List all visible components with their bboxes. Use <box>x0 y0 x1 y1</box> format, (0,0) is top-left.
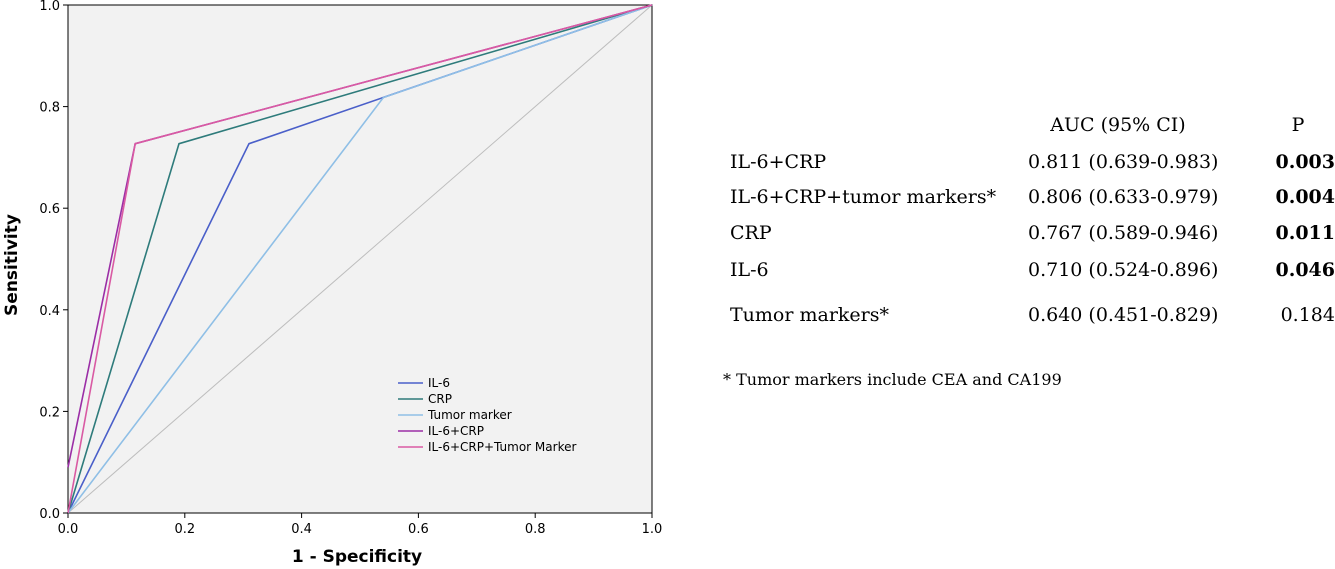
row-label: IL-6+CRP <box>730 151 827 173</box>
header-auc: AUC (95% CI) <box>1050 114 1186 136</box>
row-label: CRP <box>730 222 772 244</box>
row-auc: 0.806 (0.633-0.979) <box>1028 186 1219 208</box>
x-tick-label: 0.4 <box>291 522 312 537</box>
y-tick-label: 1.0 <box>39 0 60 14</box>
table-row: CRP 0.767 (0.589-0.946) 0.011 <box>728 222 1335 246</box>
x-tick-label: 0.2 <box>174 522 195 537</box>
y-tick-label: 0.8 <box>39 101 60 116</box>
legend-label: CRP <box>428 392 452 406</box>
row-p: 0.003 <box>1275 151 1335 173</box>
table-row: IL-6 0.710 (0.524-0.896) 0.046 <box>728 259 1335 283</box>
table-row: IL-6+CRP 0.811 (0.639-0.983) 0.003 <box>728 151 1335 175</box>
legend-label: IL-6+CRP <box>428 424 484 438</box>
row-auc: 0.710 (0.524-0.896) <box>1028 259 1219 281</box>
y-axis-ticks: 0.0 0.2 0.4 0.6 0.8 1.0 <box>39 0 68 522</box>
row-label: Tumor markers* <box>730 304 890 326</box>
series-line-4 <box>67 4 653 514</box>
legend-label: IL-6 <box>428 376 450 390</box>
y-tick-label: 0.6 <box>39 202 60 217</box>
row-p: 0.184 <box>1280 304 1335 326</box>
row-auc: 0.640 (0.451-0.829) <box>1028 304 1219 326</box>
row-label: IL-6+CRP+tumor markers* <box>730 186 997 208</box>
diagonal-line <box>67 4 653 514</box>
row-label: IL-6 <box>730 259 769 281</box>
y-axis-title: Sensitivity <box>2 214 22 316</box>
row-auc: 0.811 (0.639-0.983) <box>1028 151 1219 173</box>
roc-curves <box>67 4 653 514</box>
footnote: * Tumor markers include CEA and CA199 <box>723 370 1062 389</box>
legend: IL-6 CRP Tumor marker IL-6+CRP IL-6+CRP+Tumo… <box>398 376 576 454</box>
x-tick-label: 0.6 <box>408 522 429 537</box>
y-tick-label: 0.2 <box>39 405 60 420</box>
y-tick-label: 0.0 <box>39 507 60 522</box>
series-line-1 <box>67 4 653 514</box>
x-tick-label: 0.8 <box>525 522 546 537</box>
row-p: 0.011 <box>1275 222 1335 244</box>
y-tick-label: 0.4 <box>39 304 60 319</box>
row-p: 0.004 <box>1275 186 1335 208</box>
reference-diagonal <box>67 4 653 514</box>
row-auc: 0.767 (0.589-0.946) <box>1028 222 1219 244</box>
x-tick-label: 0.0 <box>58 522 79 537</box>
legend-label: IL-6+CRP+Tumor Marker <box>428 440 576 454</box>
table-row: IL-6+CRP+tumor markers* 0.806 (0.633-0.9… <box>728 186 1335 210</box>
table-header-row: AUC (95% CI) P <box>728 114 1335 138</box>
legend-label: Tumor marker <box>427 408 512 422</box>
x-axis-title: 1 - Specificity <box>292 547 422 567</box>
series-line-2 <box>67 4 653 514</box>
row-p: 0.046 <box>1275 259 1335 281</box>
roc-chart: 0.0 0.2 0.4 0.6 0.8 1.0 0.0 0.2 0.4 0.6 0.8 1.0 1 … <box>2 0 663 567</box>
table-row: Tumor markers* 0.640 (0.451-0.829) 0.184 <box>728 304 1335 328</box>
header-p: P <box>1291 114 1305 136</box>
x-tick-label: 1.0 <box>642 522 663 537</box>
x-axis-ticks: 0.0 0.2 0.4 0.6 0.8 1.0 <box>58 513 663 537</box>
